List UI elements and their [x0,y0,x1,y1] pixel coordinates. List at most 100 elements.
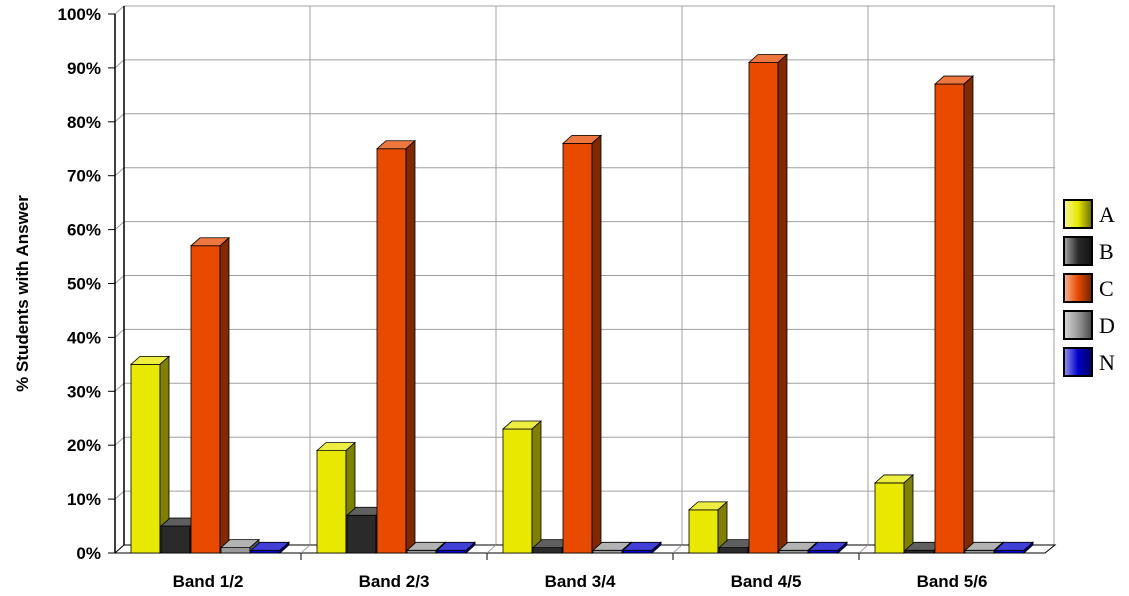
bar-front [130,363,161,554]
y-tick-labels: 0% 10% 20% 30% 40% 50% 60% 70% 80% 90% 100% [58,5,101,563]
bar-side [903,474,914,554]
bar-C-Band34 [561,134,603,554]
bar-front [190,245,221,554]
legend-label: A [1099,202,1115,227]
gridline-side [114,490,125,500]
x-tick-label: Band 3/4 [545,572,616,591]
legend-swatch [1065,238,1091,264]
bar-C-Band56 [933,75,975,554]
bar-front [688,509,719,554]
floor-divider [672,544,683,554]
legend-item-D: D [1063,310,1115,340]
y-tick-label: 60% [67,221,101,240]
legend-swatch [1065,349,1091,375]
bar-front [376,148,407,554]
bar-D-Band12 [219,538,261,554]
y-tick-label: 100% [58,5,101,24]
bar-D-Band56 [963,541,1005,554]
legend-item-A: A [1063,199,1115,229]
bar-A-Band34 [501,420,543,554]
legend-item-N: N [1063,347,1115,377]
bar-N-Band23 [435,541,477,554]
gridline-side [114,329,125,338]
y-tick-label: 20% [67,436,101,455]
x-tick-label: Band 5/6 [917,572,988,591]
y-tick-label: 10% [67,490,101,509]
gridline-side [114,382,125,392]
floor-divider [300,544,311,554]
y-tick-label: 0% [76,544,101,563]
bar-front [964,549,995,554]
bar-side [963,75,974,554]
bar-front [160,525,191,554]
bar-front [718,547,749,554]
bar-front [436,549,467,554]
gridline-side [114,275,125,284]
bar-front [562,142,593,554]
y-tick-label: 80% [67,113,101,132]
bar-front [748,62,779,554]
bar-A-Band12 [129,355,171,554]
bar-front [250,549,281,554]
bar-front [622,549,653,554]
bar-front [532,547,563,554]
bar-N-Band45 [807,541,849,554]
floor-divider [858,544,869,554]
bar-side [837,541,848,554]
bar-front [220,547,251,554]
x-tick-label: Band 1/2 [173,572,244,591]
bar-side [405,139,416,554]
legend-swatch [1065,275,1091,301]
bar-front [406,549,437,554]
bar-A-Band45 [687,500,729,554]
legend-label: D [1099,313,1115,338]
legend-swatch [1065,312,1091,338]
bar-side [279,541,290,554]
bar-side [219,236,230,554]
bar-front [592,549,623,554]
bar-C-Band23 [375,139,417,554]
bar-N-Band34 [621,541,663,554]
bar-front [778,549,809,554]
bar-C-Band45 [747,53,789,554]
bar-front [502,428,533,554]
gridline-side [114,221,125,230]
legend-label: B [1099,239,1114,264]
x-tick-labels: Band 1/2 Band 2/3 Band 3/4 Band 4/5 Band 5/6 [173,572,988,591]
y-tick-label: 50% [67,275,101,294]
bar-side [465,541,476,554]
gridline-side [114,167,125,177]
y-axis-title: % Students with Answer [13,195,32,392]
bar-side [777,53,788,554]
bar-C-Band12 [189,236,231,554]
y-tick-label: 70% [67,167,101,186]
bar-side [651,541,662,554]
y-tick-label: 90% [67,59,101,78]
x-tick-label: Band 4/5 [731,572,802,591]
legend-item-C: C [1063,273,1114,303]
legend-label: N [1099,350,1115,375]
bar-side [1023,541,1034,554]
gridline-side [114,436,125,446]
legend-item-B: B [1063,236,1114,266]
legend-swatch [1065,201,1091,227]
bar-front [346,514,377,554]
bar-front [808,549,839,554]
gridline-side [114,113,125,123]
legend-label: C [1099,276,1114,301]
x-tick-label: Band 2/3 [359,572,430,591]
bars [129,53,1035,554]
bar-front [316,450,347,554]
y-tick-label: 30% [67,382,101,401]
gridline-side [114,59,125,69]
floor-divider [486,544,497,554]
bar-front [994,549,1025,554]
bar-side [591,134,602,554]
bar-N-Band56 [993,541,1035,554]
bar-N-Band12 [249,541,291,554]
bar-front [934,83,965,554]
gridline-side [114,5,125,15]
bar-front [904,549,935,554]
